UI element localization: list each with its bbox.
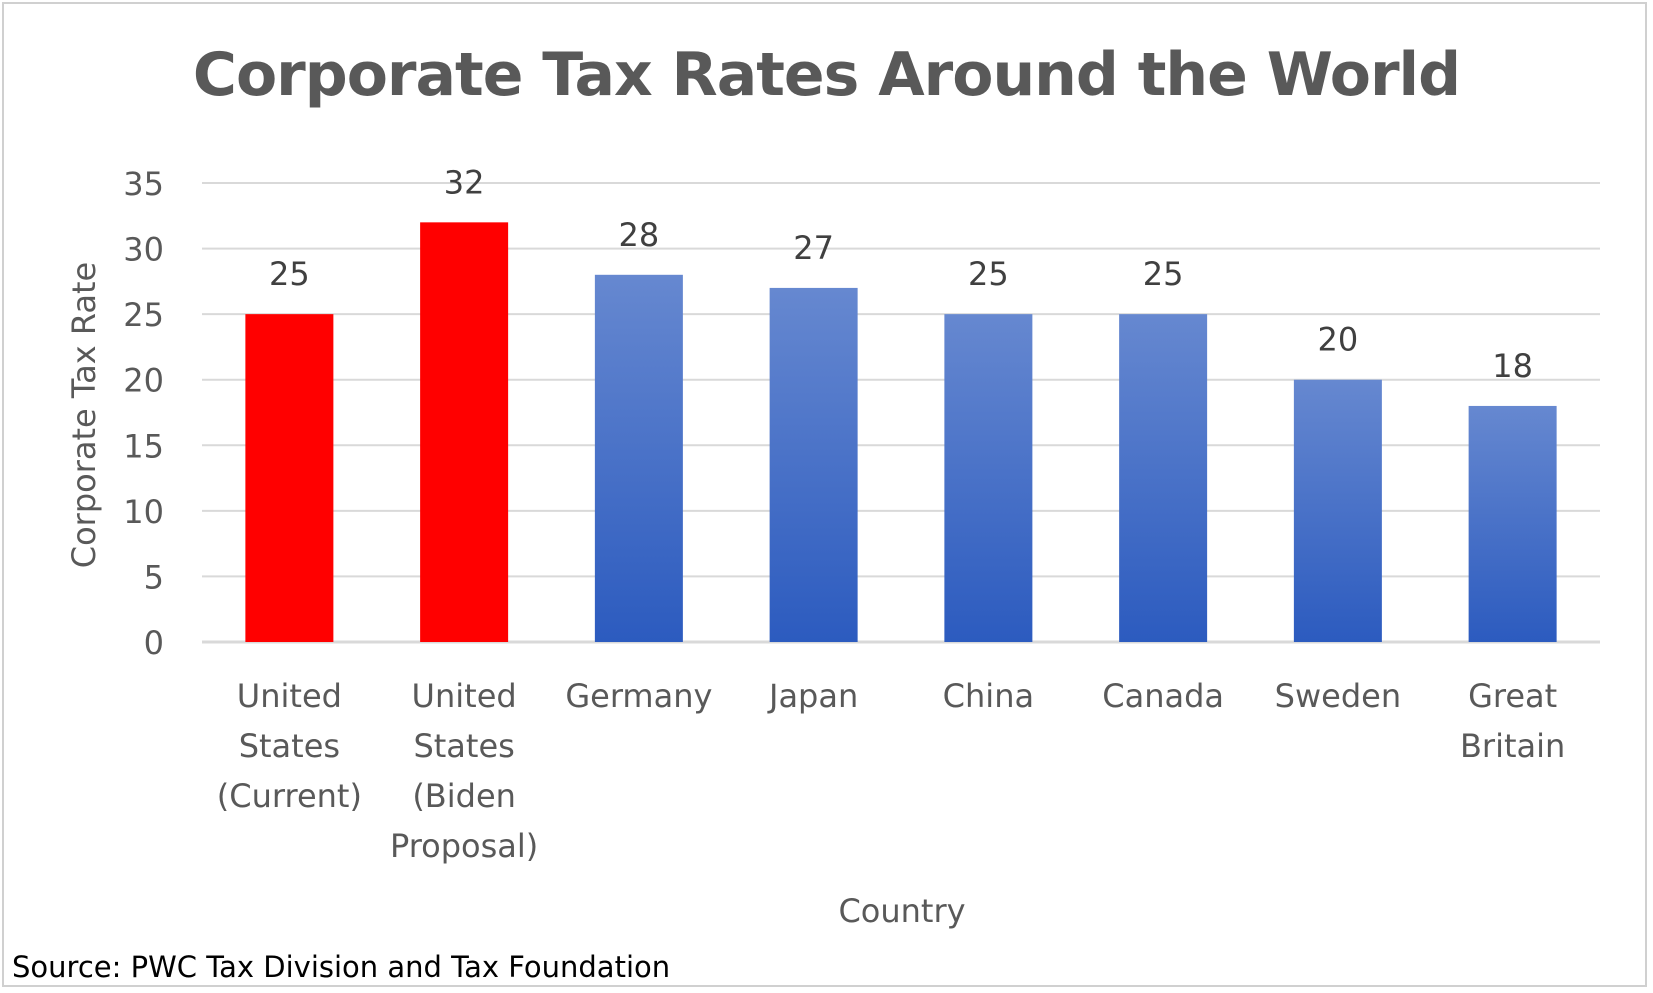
bar xyxy=(1293,379,1382,642)
y-tick-label: 30 xyxy=(123,231,164,269)
y-tick-label: 0 xyxy=(144,624,164,662)
bar xyxy=(1119,314,1208,642)
bar xyxy=(594,274,683,642)
bars xyxy=(245,222,1557,643)
x-tick-label: United States (Biden Proposal) xyxy=(390,677,538,865)
chart-title: Corporate Tax Rates Around the World xyxy=(192,40,1461,110)
y-tick-label: 10 xyxy=(123,493,164,531)
data-label: 20 xyxy=(1318,321,1359,359)
x-tick-label: Sweden xyxy=(1275,677,1401,715)
x-axis-ticks: United States (Current)United States (Biden P… xyxy=(217,677,1565,865)
y-tick-label: 35 xyxy=(123,165,164,203)
bar xyxy=(1468,405,1557,642)
y-tick-label: 15 xyxy=(123,427,164,465)
data-label: 25 xyxy=(269,255,310,293)
data-labels: 25 32 28 27 25 25 20 18 xyxy=(269,163,1533,385)
y-axis-ticks: 0 5 10 15 20 25 30 35 xyxy=(123,165,164,662)
data-label: 32 xyxy=(444,163,485,201)
data-label: 28 xyxy=(619,216,660,254)
bar xyxy=(245,314,334,642)
x-axis-label: Country xyxy=(838,892,965,930)
data-label: 25 xyxy=(1143,255,1184,293)
data-label: 27 xyxy=(793,229,834,267)
gridlines xyxy=(202,182,1600,644)
x-tick-label: Germany xyxy=(565,677,712,715)
bar xyxy=(420,222,509,643)
source-note: Source: PWC Tax Division and Tax Foundat… xyxy=(12,950,671,984)
data-label: 18 xyxy=(1492,347,1533,385)
bar xyxy=(944,314,1033,642)
y-axis-label: Corporate Tax Rate xyxy=(65,262,103,568)
y-tick-label: 5 xyxy=(144,558,164,596)
y-tick-label: 20 xyxy=(123,362,164,400)
x-tick-label: United States (Current) xyxy=(217,677,362,815)
data-label: 25 xyxy=(968,255,1009,293)
x-tick-label: China xyxy=(943,677,1034,715)
bar xyxy=(769,287,858,642)
x-tick-label: Great Britain xyxy=(1460,677,1565,765)
y-tick-label: 25 xyxy=(123,296,164,334)
x-tick-label: Canada xyxy=(1102,677,1224,715)
x-tick-label: Japan xyxy=(767,677,858,715)
